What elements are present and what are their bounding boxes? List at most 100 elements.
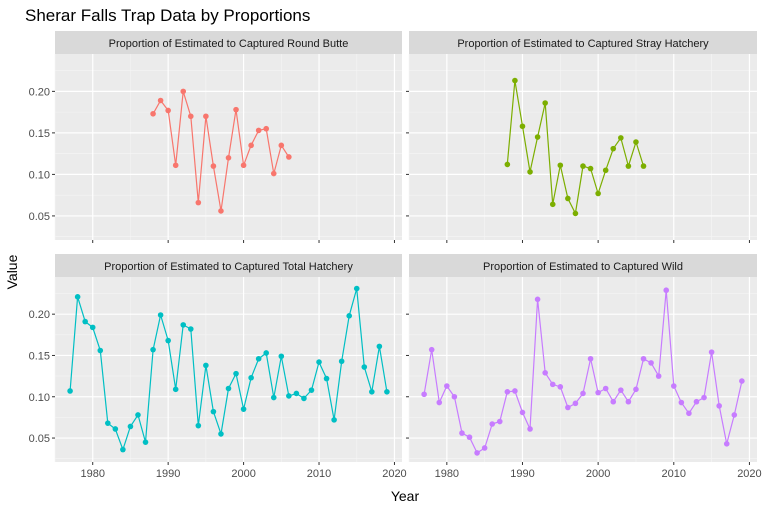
data-point <box>565 195 571 202</box>
data-point <box>421 391 427 398</box>
data-point <box>210 408 217 415</box>
y-tick-label: 0.05 <box>29 433 50 445</box>
data-point <box>602 385 609 392</box>
data-point <box>203 362 209 369</box>
x-tick-label: 2020 <box>382 468 406 480</box>
data-point <box>610 145 617 152</box>
data-point <box>195 199 202 206</box>
strip-background <box>409 254 757 277</box>
data-point <box>610 398 617 405</box>
data-point <box>338 358 345 365</box>
data-point <box>278 353 285 360</box>
data-point <box>625 398 632 405</box>
data-point <box>436 399 443 406</box>
strip-label: Proportion of Estimated to Captured Stra… <box>457 38 709 50</box>
data-point <box>323 375 330 382</box>
data-point <box>127 423 134 430</box>
data-point <box>165 337 171 344</box>
data-point <box>331 417 337 423</box>
data-point <box>157 312 164 318</box>
data-point <box>270 394 277 401</box>
data-point <box>346 313 352 319</box>
panel-background <box>409 277 757 462</box>
y-tick-label: 0.20 <box>29 86 50 98</box>
data-point <box>361 364 368 370</box>
data-point <box>444 383 450 389</box>
data-point <box>384 388 390 395</box>
data-point <box>602 167 609 174</box>
data-point <box>67 388 73 394</box>
data-point <box>135 412 141 418</box>
data-point <box>316 359 322 365</box>
data-point <box>150 110 156 117</box>
panel-4: Proportion of Estimated to Captured Wild… <box>406 254 762 480</box>
data-point <box>74 294 81 300</box>
data-point <box>640 355 647 362</box>
panel-background <box>55 54 402 240</box>
data-point <box>165 107 171 114</box>
x-axis-title: Year <box>391 488 420 504</box>
chart-title: Sherar Falls Trap Data by Proportions <box>25 6 310 25</box>
data-point <box>187 326 194 332</box>
data-point <box>451 393 458 400</box>
data-point <box>172 162 179 169</box>
data-point <box>89 324 96 331</box>
data-point <box>670 383 677 389</box>
data-point <box>301 395 307 402</box>
data-point <box>512 388 518 394</box>
data-point <box>172 386 179 393</box>
data-point <box>263 350 270 356</box>
data-point <box>595 389 601 396</box>
data-point <box>203 113 209 120</box>
strip-label: Proportion of Estimated to Captured Roun… <box>109 38 349 50</box>
data-point <box>210 163 217 169</box>
data-point <box>542 100 548 106</box>
y-tick-label: 0.20 <box>29 309 50 321</box>
data-point <box>731 412 738 418</box>
data-point <box>263 125 270 132</box>
data-point <box>686 410 692 417</box>
data-point <box>565 404 571 411</box>
data-point <box>534 296 541 303</box>
data-point <box>233 106 239 113</box>
data-point <box>142 439 149 445</box>
data-point <box>466 434 473 441</box>
data-point <box>580 163 586 169</box>
data-point <box>496 418 503 425</box>
data-point <box>663 287 670 294</box>
data-point <box>97 347 104 354</box>
data-point <box>716 403 722 409</box>
data-point <box>708 349 715 355</box>
data-point <box>353 285 360 292</box>
data-point <box>225 385 232 392</box>
panels-group: Proportion of Estimated to Captured Roun… <box>29 31 762 480</box>
data-point <box>255 127 262 134</box>
data-point <box>286 393 292 399</box>
y-tick-label: 0.15 <box>29 128 50 140</box>
y-tick-label: 0.15 <box>29 350 50 362</box>
panel-2: Proportion of Estimated to Captured Stra… <box>406 31 757 243</box>
data-point <box>549 381 556 388</box>
strip-label: Proportion of Estimated to Captured Tota… <box>104 261 353 273</box>
data-point <box>519 123 526 130</box>
data-point <box>633 139 639 145</box>
strip-background <box>55 254 402 277</box>
data-point <box>195 422 202 429</box>
data-point <box>580 390 586 397</box>
data-point <box>112 426 119 432</box>
data-point <box>248 142 254 149</box>
x-tick-label: 2000 <box>231 468 255 480</box>
data-point <box>489 421 496 427</box>
data-point <box>678 399 685 406</box>
data-point <box>527 426 533 432</box>
strip-label: Proportion of Estimated to Captured Wild <box>483 261 683 273</box>
data-point <box>625 163 632 169</box>
y-tick-label: 0.10 <box>29 392 50 404</box>
data-point <box>512 77 518 84</box>
data-point <box>240 162 247 169</box>
data-point <box>459 430 465 436</box>
x-tick-label: 1990 <box>156 468 180 480</box>
data-point <box>225 154 232 161</box>
data-point <box>474 450 480 456</box>
